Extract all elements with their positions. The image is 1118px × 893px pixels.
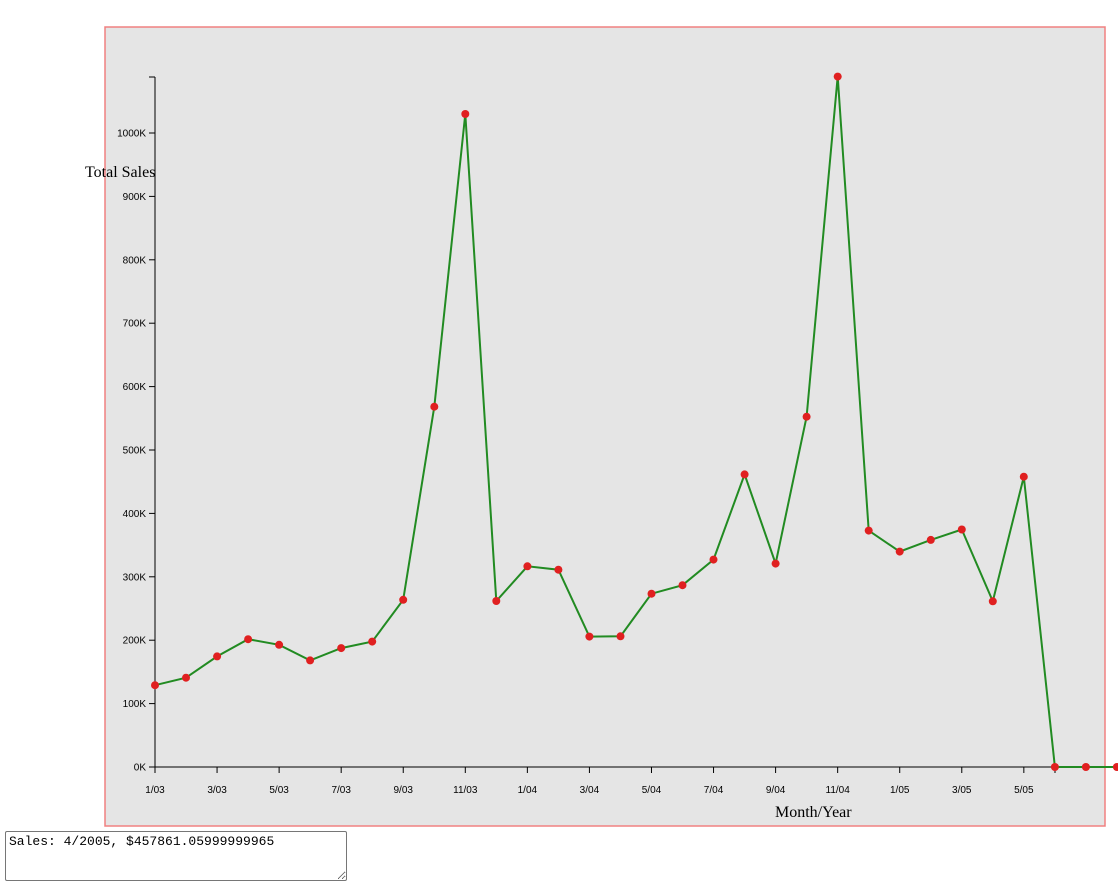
- x-tick-label: 5/04: [642, 785, 662, 796]
- y-tick-label: 800K: [123, 255, 147, 266]
- x-tick-label: 9/03: [394, 785, 414, 796]
- y-tick-label: 400K: [123, 509, 147, 520]
- y-tick-label: 1000K: [117, 129, 146, 140]
- data-point[interactable]: [399, 595, 408, 604]
- x-tick-label: 5/03: [269, 785, 289, 796]
- data-point[interactable]: [213, 652, 222, 661]
- data-point[interactable]: [833, 72, 842, 81]
- y-tick-label: 300K: [123, 572, 147, 583]
- data-point[interactable]: [337, 644, 346, 653]
- x-tick-label: 1/05: [890, 785, 910, 796]
- x-tick-label: 9/04: [766, 785, 786, 796]
- data-point[interactable]: [430, 402, 439, 411]
- data-point[interactable]: [988, 597, 997, 606]
- sales-line-chart: 0K 100K 200K 300K 400K 500K 600K 700K 800K 900K 10…: [85, 26, 1118, 827]
- data-point[interactable]: [244, 635, 253, 644]
- data-point[interactable]: [151, 681, 159, 690]
- data-point[interactable]: [616, 632, 625, 641]
- x-tick-label: 1/03: [145, 785, 165, 796]
- x-tick-label: 11/04: [826, 785, 851, 796]
- data-point[interactable]: [957, 525, 966, 534]
- data-point[interactable]: [740, 470, 749, 479]
- y-tick-label: 700K: [123, 319, 147, 330]
- y-tick-label: 500K: [123, 446, 147, 457]
- x-axis-title: Month/Year: [775, 804, 852, 821]
- data-point[interactable]: [678, 581, 687, 590]
- data-point[interactable]: [368, 637, 377, 646]
- plot-area: [104, 26, 1106, 827]
- y-axis: 0K 100K 200K 300K 400K 500K 600K 700K 800K 900K 10…: [117, 76, 156, 774]
- data-point[interactable]: [1081, 763, 1090, 771]
- x-axis: 1/03 3/03 5/03 7/03 9/03 11/03 1/04 3/04 5/04 7/0…: [145, 766, 1056, 796]
- y-tick-label: 0K: [134, 763, 147, 774]
- data-points: [151, 72, 1118, 771]
- data-point[interactable]: [492, 597, 501, 605]
- y-tick-label: 100K: [123, 699, 147, 710]
- data-point[interactable]: [864, 526, 873, 535]
- data-point[interactable]: [647, 589, 656, 598]
- data-point[interactable]: [895, 547, 904, 556]
- data-point[interactable]: [275, 640, 284, 649]
- x-tick-label: 7/04: [704, 785, 724, 796]
- sales-series-line: [154, 76, 1117, 768]
- y-axis-title: Total Sales: [85, 164, 155, 181]
- data-point[interactable]: [926, 535, 935, 544]
- data-point[interactable]: [1050, 763, 1059, 771]
- data-point[interactable]: [182, 673, 190, 682]
- y-tick-label: 900K: [123, 192, 147, 203]
- x-tick-label: 7/03: [331, 785, 351, 796]
- data-point[interactable]: [585, 632, 594, 641]
- data-point[interactable]: [461, 110, 470, 118]
- data-point[interactable]: [523, 562, 532, 571]
- data-point[interactable]: [306, 656, 315, 665]
- y-tick-label: 200K: [123, 636, 147, 647]
- x-tick-label: 11/03: [453, 785, 478, 796]
- data-point[interactable]: [554, 565, 563, 574]
- y-tick-label: 600K: [123, 382, 147, 393]
- data-point[interactable]: [1112, 763, 1118, 771]
- data-point[interactable]: [771, 559, 780, 568]
- x-tick-label: 3/03: [207, 785, 227, 796]
- sales-readout-textarea[interactable]: Sales: 4/2005, $457861.05999999965: [5, 831, 347, 881]
- x-tick-label: 1/04: [518, 785, 538, 796]
- x-tick-label: 5/05: [1014, 785, 1034, 796]
- data-point[interactable]: [1019, 472, 1028, 481]
- data-point[interactable]: [802, 412, 811, 421]
- x-tick-label: 3/05: [952, 785, 972, 796]
- data-point[interactable]: [709, 555, 718, 564]
- x-tick-label: 3/04: [580, 785, 600, 796]
